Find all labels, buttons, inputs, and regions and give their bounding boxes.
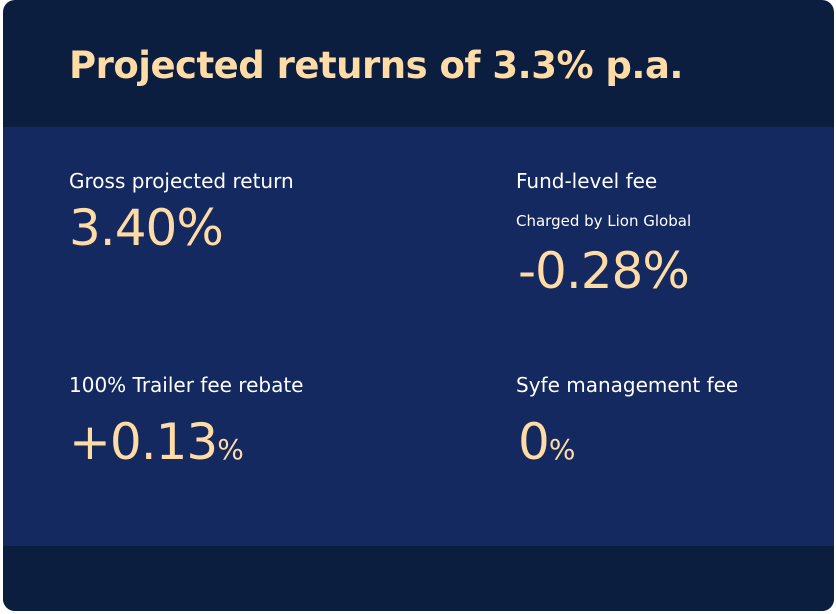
syfe-fee-value: 0 xyxy=(518,413,550,471)
trailer-rebate-value: +0.13 xyxy=(69,413,218,471)
syfe-fee-unit: % xyxy=(548,433,576,466)
fund-fee-sublabel: Charged by Lion Global xyxy=(516,212,692,230)
syfe-fee-label: Syfe management fee xyxy=(516,373,739,397)
syfe-fee-value-wrap: 0% xyxy=(518,413,575,471)
trailer-rebate-value-wrap: +0.13% xyxy=(69,413,244,471)
projected-returns-card: Projected returns of 3.3% p.a. Gross pro… xyxy=(3,0,834,611)
gross-return-value: 3.40% xyxy=(69,199,224,257)
card-title: Projected returns of 3.3% p.a. xyxy=(69,44,683,87)
gross-return-label: Gross projected return xyxy=(69,169,294,193)
card-footer xyxy=(3,546,834,611)
fund-fee-value: -0.28% xyxy=(518,242,690,300)
card-header: Projected returns of 3.3% p.a. xyxy=(3,0,834,127)
trailer-rebate-unit: % xyxy=(217,433,244,466)
metrics-panel: Gross projected return 3.40% Fund-level … xyxy=(3,127,834,546)
trailer-rebate-label: 100% Trailer fee rebate xyxy=(69,373,304,397)
fund-fee-label: Fund-level fee xyxy=(516,169,658,193)
